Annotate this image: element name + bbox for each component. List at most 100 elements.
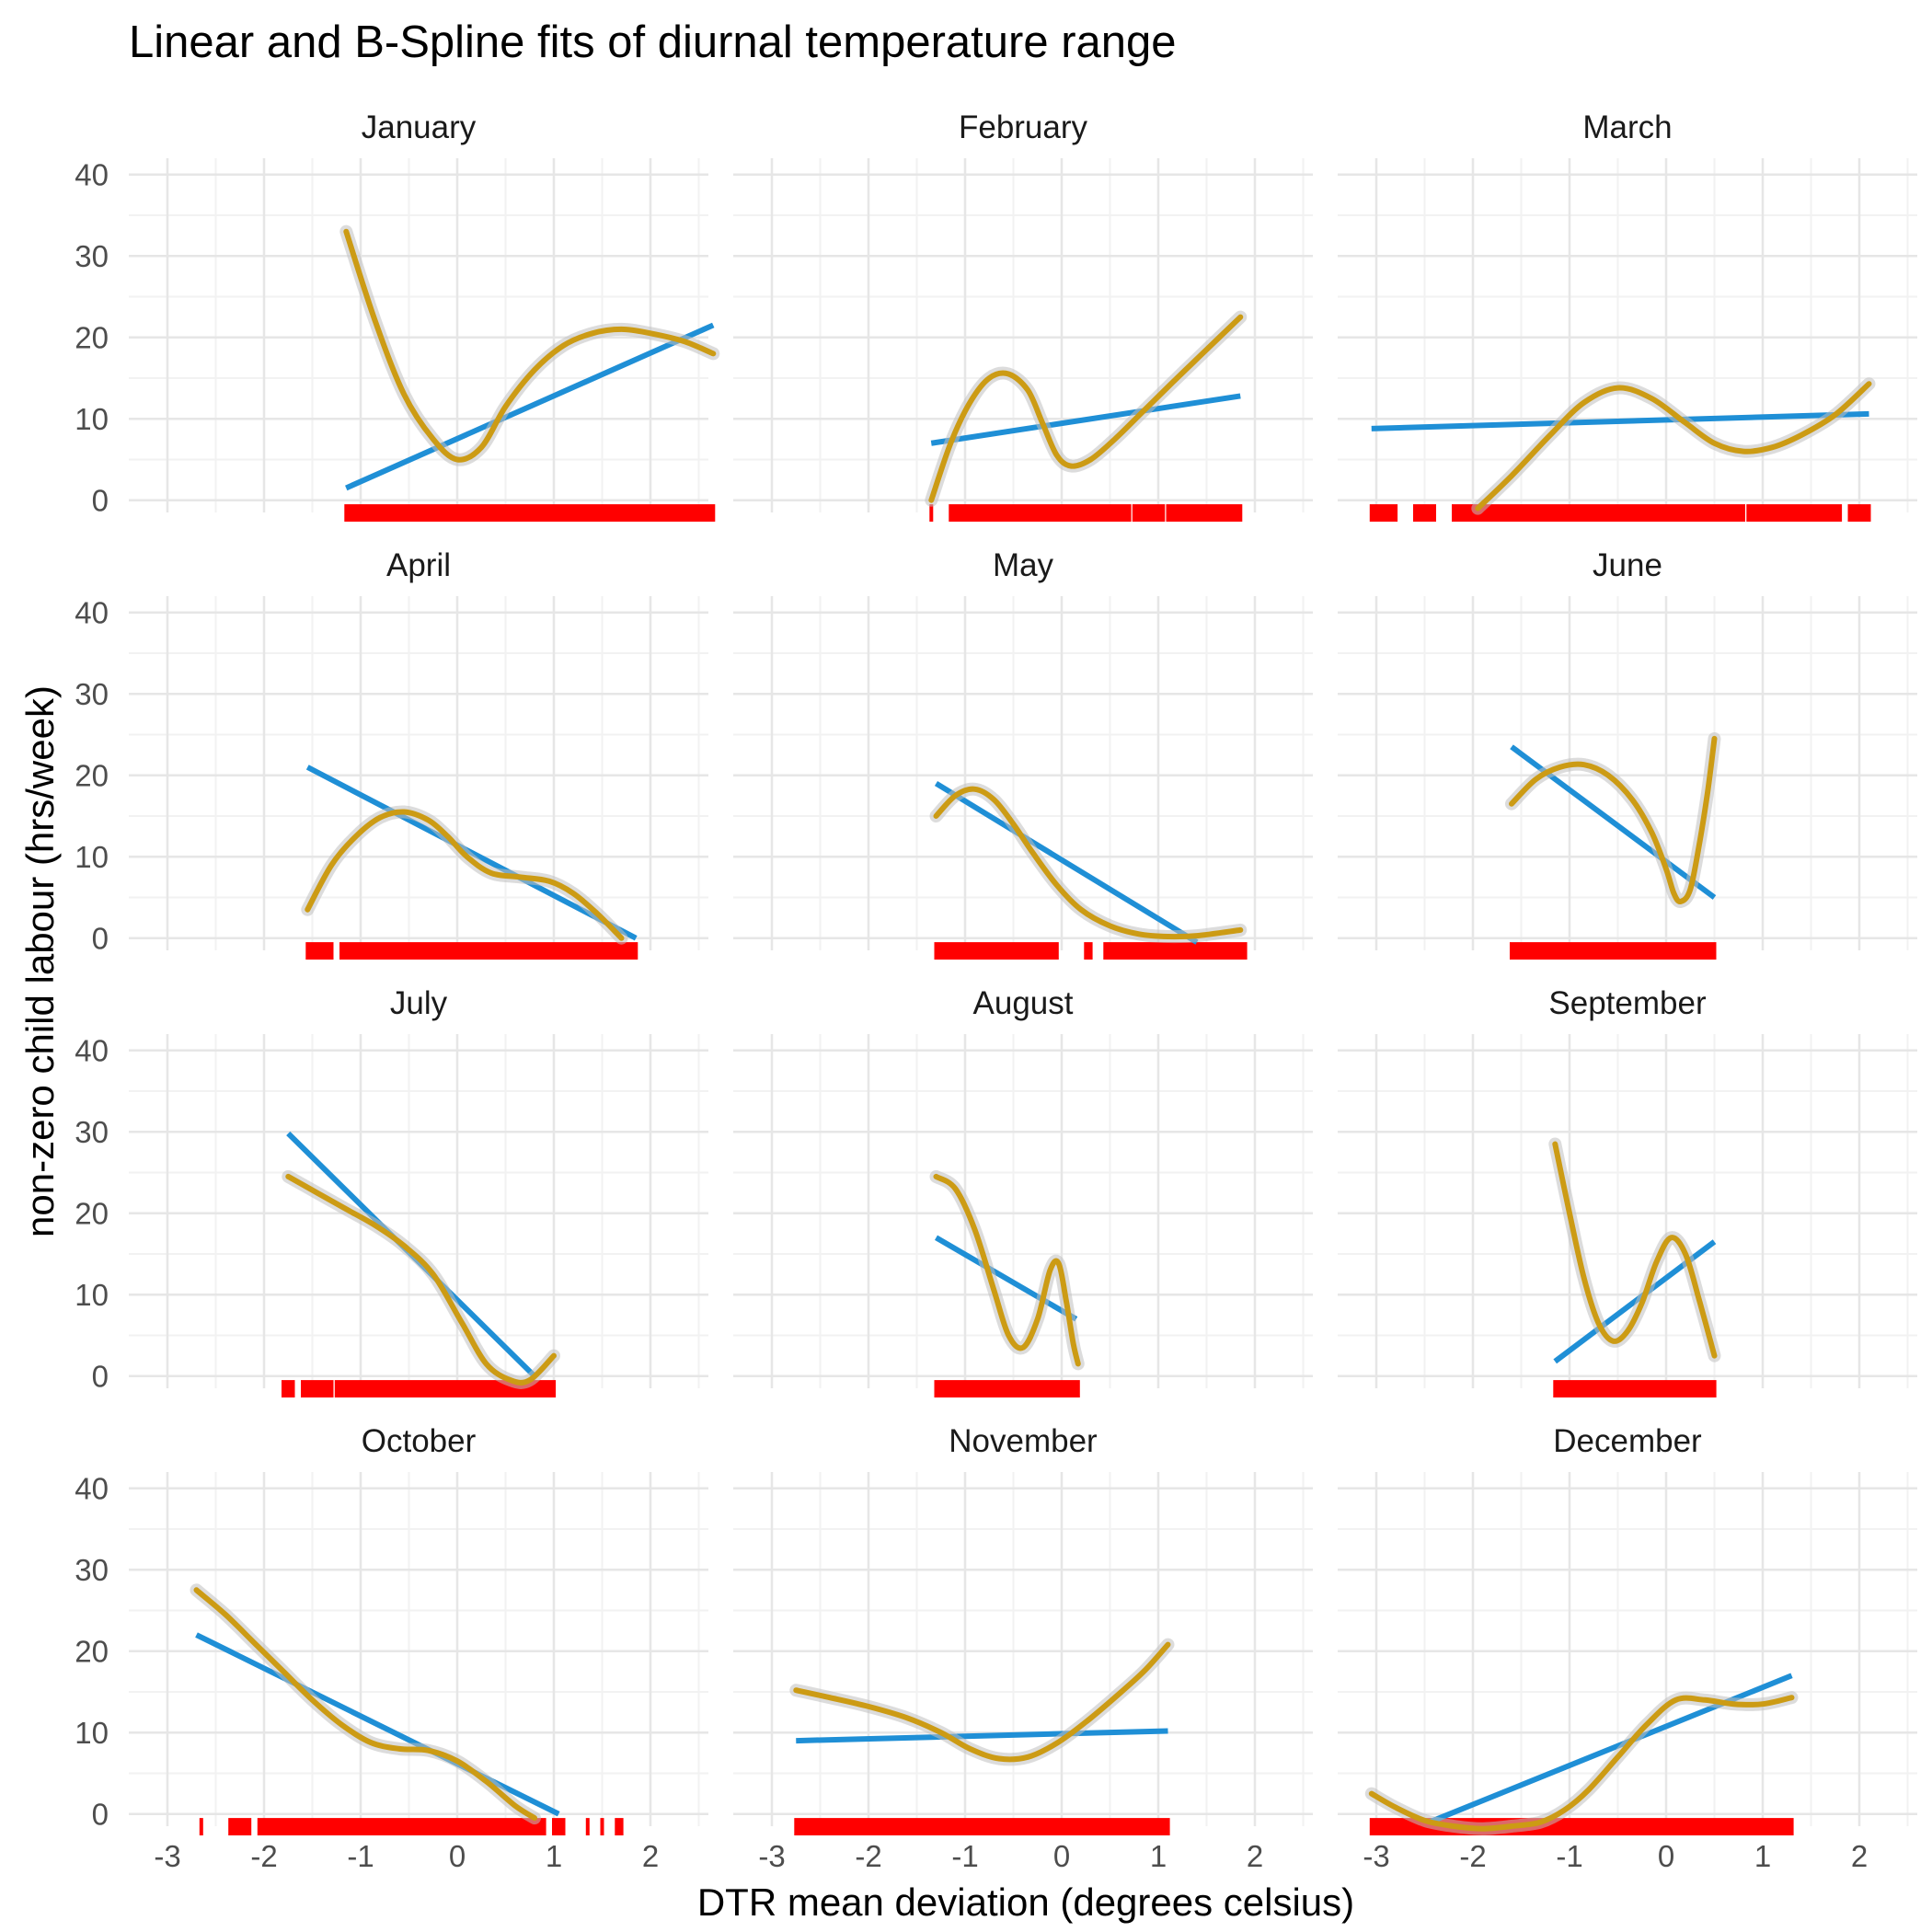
y-tick-label: 0 — [92, 484, 109, 518]
spline-confidence-band — [190, 1583, 541, 1825]
x-tick-label: 2 — [1851, 1839, 1868, 1873]
spline-confidence-band — [282, 1169, 560, 1389]
rug-mark — [949, 504, 1132, 522]
facet-label: November — [949, 1423, 1098, 1459]
spline-fit-line — [285, 1173, 557, 1386]
facet-label: September — [1548, 985, 1707, 1021]
x-tick-label: -3 — [1363, 1839, 1389, 1873]
facet-label: December — [1553, 1423, 1702, 1459]
rug-mark — [301, 1380, 334, 1397]
rug-mark — [929, 504, 934, 522]
y-tick-label: 0 — [92, 922, 109, 956]
spline-fit-line — [1509, 735, 1718, 904]
rug-mark — [228, 1818, 252, 1835]
facet-label: July — [390, 985, 448, 1021]
x-tick-label: -1 — [347, 1839, 374, 1873]
x-tick-label: -3 — [154, 1839, 180, 1873]
rug-mark — [282, 1380, 295, 1397]
rug-mark — [1847, 504, 1871, 522]
spline-fit-line — [305, 809, 625, 941]
linear-fit-line — [1428, 1673, 1793, 1825]
panel-august: August — [733, 985, 1313, 1397]
rug-mark — [934, 1380, 1080, 1397]
facet-label: January — [362, 109, 477, 145]
rug-mark — [934, 942, 1059, 960]
spline-confidence-band — [301, 805, 628, 945]
y-tick-label: 10 — [75, 1716, 109, 1750]
spline-fit-line — [928, 314, 1244, 503]
facet-label: May — [993, 547, 1054, 583]
x-tick-label: 2 — [1247, 1839, 1263, 1873]
facet-label: March — [1582, 109, 1672, 145]
panel-january: January 0 10 20 30 40 — [75, 109, 720, 522]
x-tick-label: -1 — [951, 1839, 978, 1873]
rug-mark — [600, 1818, 604, 1835]
panel-december: December -3 -2 -1 0 1 2 — [1338, 1423, 1917, 1873]
rug-mark — [615, 1818, 624, 1835]
spline-fit-line — [1475, 381, 1872, 512]
y-tick-label: 40 — [75, 158, 109, 192]
rug-mark — [339, 942, 638, 960]
x-axis-title: DTR mean deviation (degrees celsius) — [697, 1880, 1354, 1924]
y-tick-label: 40 — [75, 1472, 109, 1506]
panel-november: November -3 -2 -1 0 1 2 — [733, 1423, 1313, 1873]
y-tick-label: 40 — [75, 596, 109, 630]
spline-fit-line — [1552, 1141, 1718, 1359]
x-tick-label: -3 — [758, 1839, 785, 1873]
spline-fit-line — [933, 1173, 1081, 1367]
y-tick-label: 20 — [75, 1635, 109, 1669]
facet-label: August — [973, 985, 1074, 1021]
rug-mark — [794, 1818, 1170, 1835]
y-tick-label: 10 — [75, 402, 109, 436]
y-tick-label: 20 — [75, 321, 109, 355]
linear-fit-line — [345, 322, 715, 491]
panel-february: February — [733, 109, 1313, 522]
spline-fit-line — [343, 228, 717, 463]
rug-mark — [1166, 504, 1243, 522]
linear-fit-line — [1371, 410, 1869, 431]
x-tick-label: 2 — [642, 1839, 659, 1873]
spline-fit-line — [193, 1587, 537, 1822]
y-tick-label: 10 — [75, 1278, 109, 1312]
panel-may: May — [733, 547, 1313, 960]
x-tick-label: 0 — [449, 1839, 466, 1873]
y-tick-label: 20 — [75, 1197, 109, 1231]
spline-fit-line — [933, 786, 1244, 940]
panel-april: April 0 10 20 30 40 — [75, 547, 708, 960]
rug-mark — [1553, 1380, 1717, 1397]
spline-fit-line — [793, 1641, 1171, 1763]
x-tick-label: 0 — [1658, 1839, 1674, 1873]
x-tick-label: 1 — [1754, 1839, 1771, 1873]
rug-mark — [585, 1818, 590, 1835]
y-tick-label: 10 — [75, 840, 109, 874]
chart-title: Linear and B-Spline fits of diurnal temp… — [129, 17, 1177, 67]
panel-september: September — [1338, 985, 1917, 1397]
y-tick-label: 30 — [75, 677, 109, 711]
x-tick-label: 0 — [1053, 1839, 1070, 1873]
y-tick-label: 40 — [75, 1034, 109, 1068]
y-tick-label: 0 — [92, 1798, 109, 1832]
spline-confidence-band — [925, 310, 1248, 507]
rug-mark — [257, 1818, 546, 1835]
facet-label: October — [362, 1423, 477, 1459]
y-tick-label: 30 — [75, 239, 109, 273]
linear-fit-line — [796, 1728, 1168, 1744]
linear-fit-line — [934, 781, 1199, 945]
panel-march: March — [1338, 109, 1917, 522]
rug-mark — [1103, 942, 1248, 960]
rug-mark — [1084, 942, 1093, 960]
y-tick-label: 30 — [75, 1115, 109, 1149]
panel-july: July 0 10 20 30 40 — [75, 985, 708, 1397]
rug-mark — [334, 1380, 557, 1397]
rug-mark — [344, 504, 716, 522]
rug-mark — [199, 1818, 203, 1835]
x-tick-label: -1 — [1556, 1839, 1582, 1873]
rug-mark — [552, 1818, 566, 1835]
y-tick-label: 0 — [92, 1360, 109, 1394]
x-tick-label: -2 — [1459, 1839, 1486, 1873]
y-tick-label: 20 — [75, 759, 109, 793]
rug-mark — [305, 942, 334, 960]
x-tick-label: 1 — [546, 1839, 562, 1873]
